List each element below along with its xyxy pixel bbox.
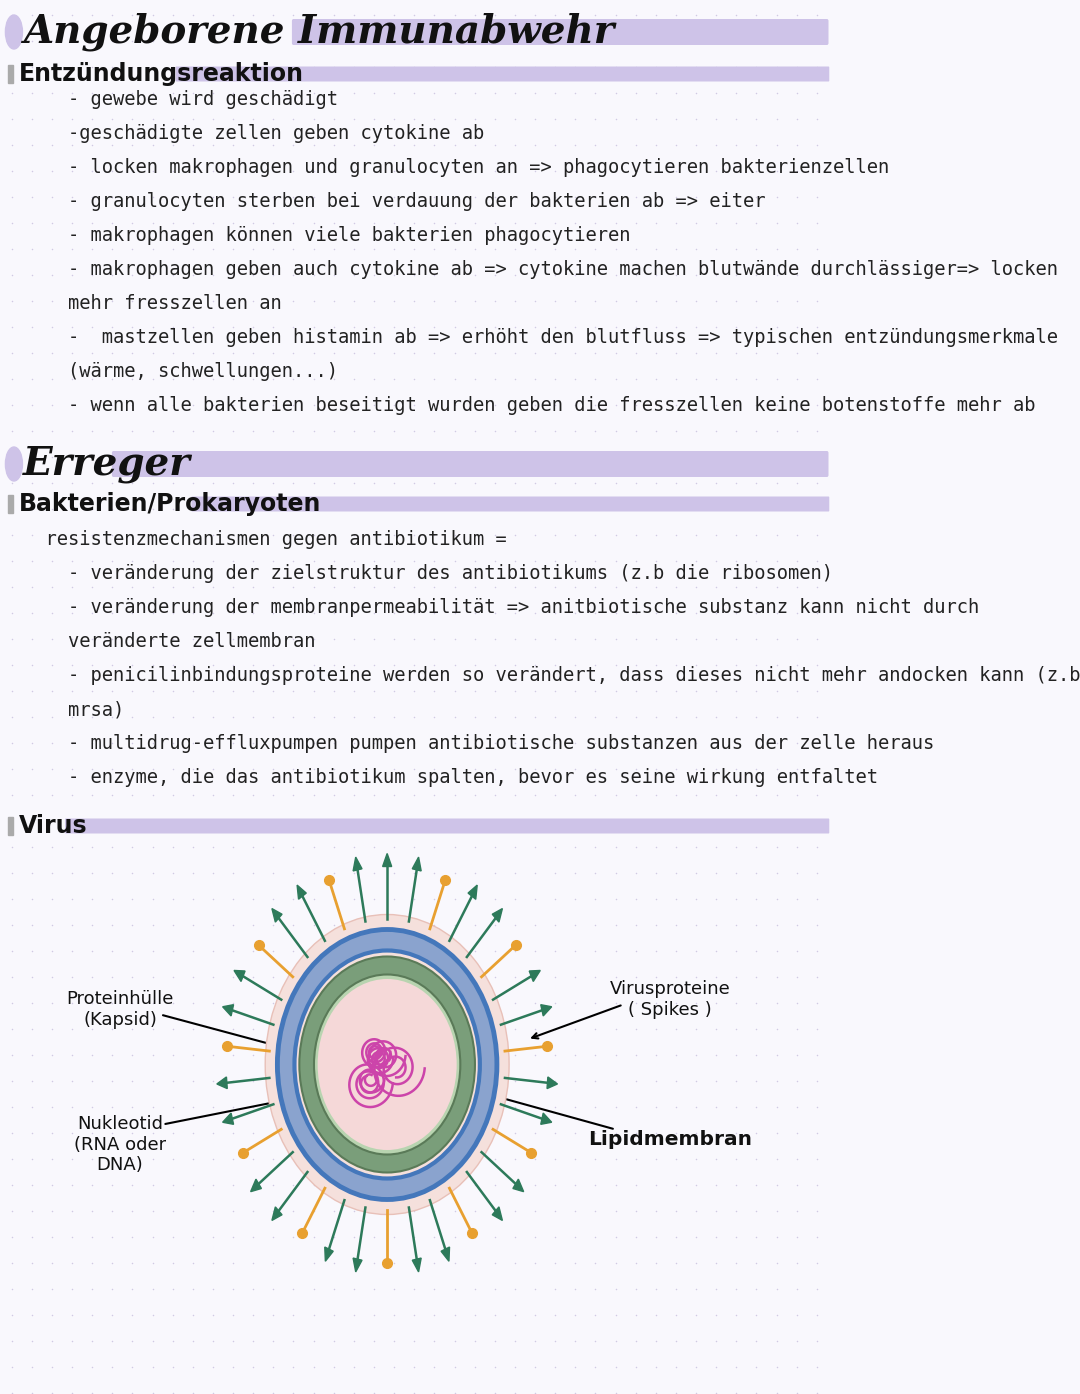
Polygon shape [272, 1207, 282, 1220]
Polygon shape [492, 909, 502, 921]
Polygon shape [353, 857, 362, 871]
Text: -geschädigte zellen geben cytokine ab: -geschädigte zellen geben cytokine ab [24, 124, 485, 144]
Text: - makrophagen können viele bakterien phagocytieren: - makrophagen können viele bakterien pha… [24, 226, 631, 245]
Text: - makrophagen geben auch cytokine ab => cytokine machen blutwände durchlässiger=: - makrophagen geben auch cytokine ab => … [24, 261, 1058, 279]
Polygon shape [382, 853, 392, 867]
Polygon shape [297, 885, 307, 899]
Ellipse shape [314, 974, 460, 1154]
Polygon shape [413, 1257, 421, 1271]
Polygon shape [222, 1005, 233, 1016]
Bar [8, 495, 13, 513]
Text: - wenn alle bakterien beseitigt wurden geben die fresszellen keine botenstoffe m: - wenn alle bakterien beseitigt wurden g… [24, 396, 1036, 415]
Bar [8, 817, 13, 835]
Text: Bakterien/Prokaryoten: Bakterien/Prokaryoten [18, 492, 321, 516]
Text: - veränderung der zielstruktur des antibiotikums (z.b die ribosomen): - veränderung der zielstruktur des antib… [24, 565, 834, 583]
FancyBboxPatch shape [176, 67, 829, 81]
FancyBboxPatch shape [191, 496, 829, 512]
Text: Angeborene Immunabwehr: Angeborene Immunabwehr [24, 13, 615, 52]
Polygon shape [468, 885, 477, 899]
Polygon shape [513, 1179, 524, 1192]
Ellipse shape [299, 956, 475, 1172]
Text: -  mastzellen geben histamin ab => erhöht den blutfluss => typischen entzündungs: - mastzellen geben histamin ab => erhöht… [24, 328, 1058, 347]
Text: - multidrug-effluxpumpen pumpen antibiotische substanzen aus der zelle heraus: - multidrug-effluxpumpen pumpen antibiot… [24, 735, 934, 753]
Text: (wärme, schwellungen...): (wärme, schwellungen...) [24, 362, 338, 381]
FancyBboxPatch shape [292, 20, 828, 45]
Polygon shape [234, 970, 245, 981]
Text: veränderte zellmembran: veränderte zellmembran [24, 631, 315, 651]
Polygon shape [222, 1112, 233, 1125]
Text: Entzündungsreaktion: Entzündungsreaktion [18, 61, 303, 86]
Ellipse shape [5, 447, 23, 481]
Text: - locken makrophagen und granulocyten an => phagocytieren bakterienzellen: - locken makrophagen und granulocyten an… [24, 158, 890, 177]
Bar [8, 66, 13, 84]
Text: resistenzmechanismen gegen antibiotikum =: resistenzmechanismen gegen antibiotikum … [24, 530, 507, 549]
Ellipse shape [318, 979, 457, 1150]
Ellipse shape [278, 930, 497, 1199]
Polygon shape [413, 857, 421, 871]
Polygon shape [217, 1078, 227, 1089]
Text: - enzyme, die das antibiotikum spalten, bevor es seine wirkung entfaltet: - enzyme, die das antibiotikum spalten, … [24, 768, 878, 788]
Ellipse shape [266, 914, 509, 1214]
Text: Proteinhülle
(Kapsid): Proteinhülle (Kapsid) [66, 990, 174, 1029]
Text: - veränderung der membranpermeabilität => anitbiotische substanz kann nicht durc: - veränderung der membranpermeabilität =… [24, 598, 980, 618]
Text: Erreger: Erreger [24, 445, 191, 482]
Text: Virusproteine
( Spikes ): Virusproteine ( Spikes ) [609, 980, 730, 1019]
Text: Nukleotid
(RNA oder
DNA): Nukleotid (RNA oder DNA) [73, 1115, 166, 1174]
Polygon shape [325, 1248, 334, 1262]
Polygon shape [492, 1207, 502, 1220]
Polygon shape [353, 1257, 362, 1271]
Polygon shape [272, 909, 282, 921]
Polygon shape [541, 1005, 552, 1016]
Polygon shape [441, 1248, 449, 1262]
Polygon shape [548, 1078, 557, 1089]
Ellipse shape [295, 951, 480, 1178]
Text: - granulocyten sterben bei verdauung der bakterien ab => eiter: - granulocyten sterben bei verdauung der… [24, 192, 766, 210]
Ellipse shape [5, 15, 23, 49]
Polygon shape [529, 970, 540, 981]
Polygon shape [251, 1179, 261, 1192]
FancyBboxPatch shape [112, 452, 828, 477]
Ellipse shape [295, 951, 480, 1178]
Text: Lipidmembran: Lipidmembran [588, 1131, 752, 1149]
Text: - gewebe wird geschädigt: - gewebe wird geschädigt [24, 91, 338, 109]
FancyBboxPatch shape [65, 818, 829, 834]
Polygon shape [541, 1112, 552, 1125]
Text: Virus: Virus [18, 814, 87, 838]
Text: - penicilinbindungsproteine werden so verändert, dass dieses nicht mehr andocken: - penicilinbindungsproteine werden so ve… [24, 666, 1080, 684]
Text: mrsa): mrsa) [24, 700, 124, 719]
Text: mehr fresszellen an: mehr fresszellen an [24, 294, 282, 314]
